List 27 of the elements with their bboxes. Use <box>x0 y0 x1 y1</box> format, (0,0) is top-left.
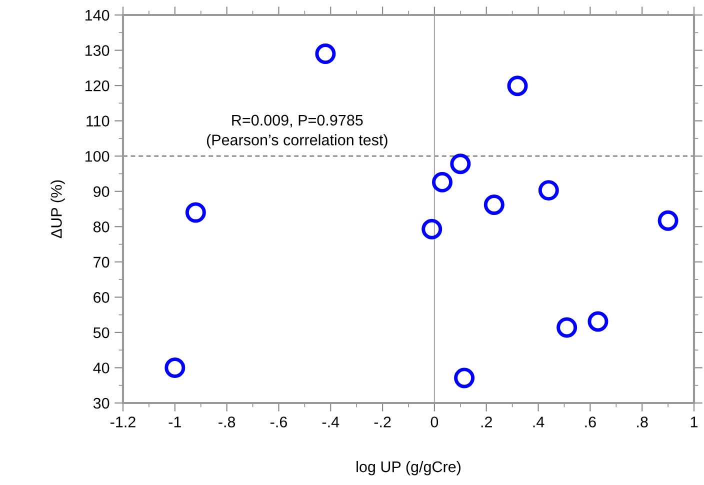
y-tick-label: 110 <box>86 116 110 127</box>
x-tick-label: -.6 <box>270 416 287 428</box>
x-tick-label: .4 <box>533 416 544 428</box>
x-tick-label: .2 <box>481 416 492 428</box>
x-tick-label: .6 <box>585 416 596 428</box>
x-tick-label: -1 <box>168 416 181 428</box>
y-tick-label: 100 <box>85 150 110 162</box>
y-tick-label: 80 <box>93 222 110 232</box>
x-tick-label: -.8 <box>218 416 236 428</box>
y-tick-label: 90 <box>94 186 110 198</box>
x-tick-label: 0 <box>430 416 438 428</box>
x-tick-label: -1.2 <box>110 416 136 428</box>
x-tick-label: -.4 <box>322 416 340 428</box>
y-tick-label: 120 <box>85 80 110 92</box>
y-tick-label: 130 <box>85 45 110 56</box>
y-tick-label: 40 <box>93 362 110 374</box>
x-axis-title: log UP (g/gCre) <box>356 460 460 476</box>
y-tick-label: 30 <box>93 398 110 409</box>
y-tick-label: 60 <box>94 292 110 303</box>
y-tick-label: 50 <box>93 327 110 338</box>
x-tick-label: .8 <box>637 416 648 428</box>
x-tick-label: 1 <box>690 416 698 428</box>
y-tick-label: 70 <box>94 256 110 268</box>
x-tick-label: -.2 <box>374 416 391 428</box>
annotation: R=0.009, P=0.9785 (Pearson’s correlation test) <box>206 114 388 148</box>
y-tick-label: 140 <box>85 10 110 21</box>
y-axis-title: ΔUP (%) <box>50 180 65 238</box>
